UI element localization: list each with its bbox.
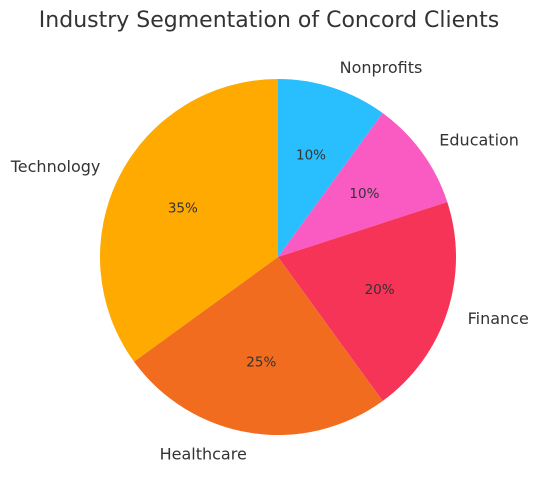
percent-label-nonprofits: 10% (296, 147, 326, 163)
slice-nonprofits (278, 79, 383, 257)
category-label-nonprofits: Nonprofits (340, 58, 423, 77)
pie-slices (100, 79, 456, 435)
category-label-education: Education (439, 130, 519, 149)
percent-label-healthcare: 25% (246, 354, 276, 370)
pie-labels: 10% Nonprofits 10% Education 20% Finance 25% He… (10, 58, 529, 464)
percent-label-technology: 35% (168, 201, 198, 217)
slice-finance (278, 201, 456, 402)
percent-label-education: 10% (349, 186, 379, 202)
category-label-healthcare: Healthcare (160, 444, 247, 463)
percent-label-finance: 20% (365, 282, 395, 298)
category-label-finance: Finance (468, 309, 529, 328)
chart-title: Industry Segmentation of Concord Clients (39, 8, 499, 33)
category-label-technology: Technology (10, 157, 101, 176)
slice-technology (100, 79, 278, 362)
slice-education (278, 112, 448, 258)
slice-healthcare (133, 257, 383, 435)
